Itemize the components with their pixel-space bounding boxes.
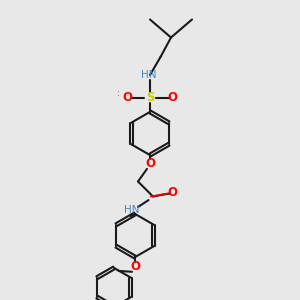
Text: O: O (167, 91, 178, 104)
Text: HN: HN (124, 205, 140, 215)
Text: :: : (117, 89, 120, 98)
Text: O: O (122, 91, 133, 104)
Text: O: O (130, 260, 140, 273)
Text: O: O (145, 157, 155, 170)
Text: S: S (146, 91, 154, 104)
Text: O: O (167, 185, 178, 199)
Text: HN: HN (141, 70, 156, 80)
